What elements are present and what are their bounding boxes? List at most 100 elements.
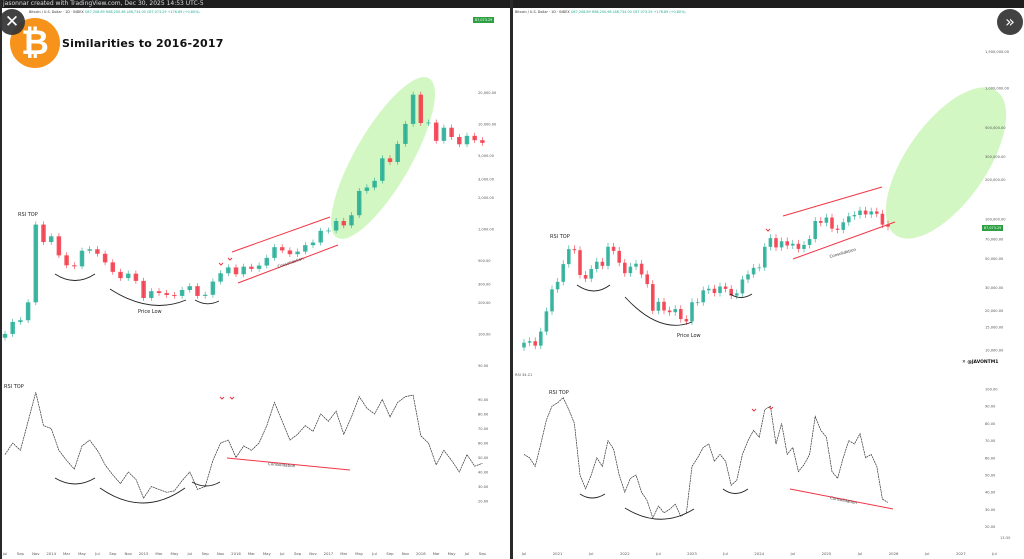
left-consolidation-label: Consolidation [277,256,305,269]
left-border [0,0,2,559]
left-rsi-arc-1 [54,477,96,485]
y-axis-tick-label: 40.00 [985,491,996,495]
x-axis-tick-label: 2026 [889,551,899,556]
double-chevron-right-icon[interactable]: » [997,9,1023,35]
candle-body [824,217,829,223]
x-axis-tick-label: Jul [279,551,285,556]
left-price-tag: 87,073.29 [473,17,495,23]
y-axis-tick-label: 30,000.00 [985,286,1004,290]
candle-body [847,216,851,223]
candle-body [555,281,560,290]
rsi-value-label: RSI 34.21 [515,373,532,377]
x-axis-tick-label: Nov [32,551,40,556]
y-axis-tick-label: 2,000.00 [478,196,495,200]
candle-body [858,210,862,216]
candle-body [774,238,778,248]
x-axis-tick-label: May [170,551,179,556]
x-axis-tick-label: 2016 [231,551,241,556]
candle-body [595,261,599,269]
candle-body [852,215,857,217]
candle-body [141,280,146,298]
candle-body [64,255,69,266]
y-axis-tick-label: 1,900,000.00 [985,50,1010,54]
y-axis-tick-label: 10,000.00 [985,348,1004,352]
axes: Jul Sep Nov 2014 Mar May Jul Sep Nov 2015 Mar May Ju… [2,50,1010,556]
candle-body [249,266,254,269]
candle-body [418,94,424,124]
candle-body [807,239,812,245]
candle-body [880,213,885,225]
y-axis-tick-label: 1,000.00 [478,227,495,231]
y-axis-tick-label: 40.00 [478,471,489,475]
x-axis-tick-label: Jul [464,551,470,556]
candle-body [2,333,8,338]
candle-body [544,311,549,332]
candle-body [256,265,262,269]
x-axis-tick-label: Mar [248,551,256,556]
candle-body [156,291,162,294]
candle-body [441,127,447,141]
right-price-tag: 87,073.29 [982,225,1004,231]
right-price-low-label: Price Low [677,333,701,339]
x-axis-tick-label: May [355,551,364,556]
candle-body [578,250,582,276]
candle-body [679,309,683,320]
right-price-arc-2 [624,296,693,326]
left-rsi-top-label: RSI TOP [4,384,24,390]
candle-body [662,301,666,311]
candle-body [303,245,308,252]
candle-body [589,268,593,279]
candle-body [841,222,845,230]
candle-body [785,241,789,246]
candle-body [639,263,644,275]
candle-body [310,242,316,246]
candle-body [735,293,739,296]
candle-body [41,224,46,243]
x-axis-tick-label: Sep [479,551,487,556]
x-axis-tick-label: Jul [521,551,527,556]
y-axis-tick-label: 10,000.00 [478,122,497,126]
candle-body [187,286,193,290]
y-axis-tick-label: 1,000,000.00 [985,86,1010,90]
x-axis-tick-label: Mar [155,551,163,556]
y-axis-tick-label: 3,000.00 [478,177,495,181]
candle-body [656,301,661,311]
left-projection-ellipse [331,77,435,239]
candle-body [600,261,605,266]
candle-body [364,187,370,191]
right-rsi-arc-3 [722,488,749,494]
candle-body [149,291,154,298]
x-axis-tick-label: Jul [991,551,997,556]
left-price-rsi-top-label: RSI TOP [18,212,38,218]
candle-body [218,273,223,282]
candle-body [550,289,554,312]
x-axis-tick-label: Sep [109,551,117,556]
x-axis-tick-label: Sep [202,551,210,556]
left-rsi-line [4,392,483,499]
candle-body [202,294,208,296]
x-axis-tick-label: 2025 [822,551,832,556]
x-axis-tick-label: 2014 [46,551,56,556]
right-rsi-consolidation-line [789,488,894,510]
right-rsi-peak-marker-icon [751,406,774,412]
candle-body [757,267,761,269]
panel-divider [510,0,513,559]
candle-body [464,135,470,145]
candle-body [667,310,672,313]
candle-body [326,230,331,232]
candle-body [611,246,616,251]
candle-body [395,143,400,162]
y-axis-tick-label: 15,000.00 [985,325,1004,329]
time-label: 13:30 [1000,536,1011,540]
close-icon[interactable]: ✕ [0,9,25,35]
y-axis-tick-label: 30.00 [985,508,996,512]
candle-body [813,220,817,240]
candle-body [372,180,377,188]
y-axis-tick-label: 500,000.00 [985,126,1006,130]
candle-body [718,286,722,293]
y-axis-tick-label: 500.00 [478,259,491,263]
x-axis-tick-label: Jul [924,551,930,556]
candle-body [707,288,711,291]
right-rsi-line [523,397,889,519]
candle-body [25,302,31,321]
